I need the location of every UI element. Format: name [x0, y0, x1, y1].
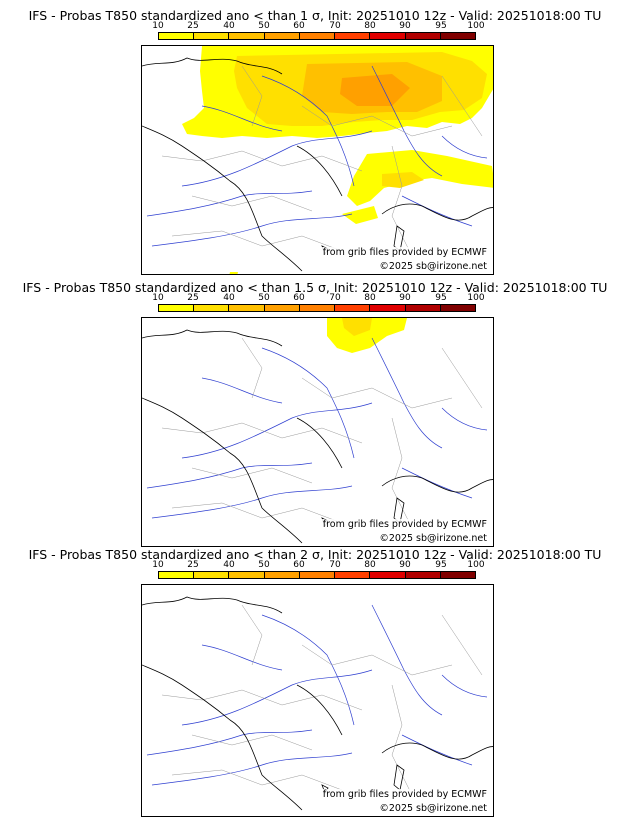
colorbar-tick: 40	[223, 293, 235, 303]
colorbar-tick: 25	[187, 560, 199, 570]
colorbar-tick: 95	[435, 560, 447, 570]
colorbar-tick: 10	[152, 293, 164, 303]
probability-colorbar	[158, 571, 476, 579]
colorbar-segment	[159, 305, 195, 311]
map-canvas	[142, 596, 493, 811]
colorbar-segment	[405, 572, 441, 578]
colorbar-tick: 25	[187, 21, 199, 31]
colorbar-segment	[194, 572, 230, 578]
probability-map: from grib files provided by ECMWF ©2025 …	[141, 317, 494, 547]
colorbar-tick: 50	[258, 293, 270, 303]
colorbar-tick: 90	[399, 21, 411, 31]
colorbar-segment	[264, 33, 300, 39]
colorbar-segment	[264, 572, 300, 578]
colorbar-segment	[159, 572, 195, 578]
colorbar-segment	[405, 33, 441, 39]
coastline	[142, 329, 493, 544]
panel-title: IFS - Probas T850 standardized ano < tha…	[28, 547, 602, 562]
source-credit: from grib files provided by ECMWF	[321, 247, 488, 258]
colorbar-segment	[370, 572, 406, 578]
colorbar-tick: 100	[467, 560, 485, 570]
map-canvas	[142, 46, 493, 274]
colorbar-segment	[335, 33, 371, 39]
probability-map: from grib files provided by ECMWF ©2025 …	[141, 45, 494, 275]
colorbar-tick: 60	[293, 21, 305, 31]
border-lines	[161, 65, 483, 257]
colorbar-segment	[299, 33, 336, 39]
colorbar-segment	[299, 305, 336, 311]
source-credit: from grib files provided by ECMWF	[321, 789, 488, 800]
probability-colorbar	[158, 32, 476, 40]
colorbar-tick: 50	[258, 560, 270, 570]
colorbar-segment	[229, 572, 265, 578]
colorbar-segment	[440, 305, 475, 311]
map-canvas	[142, 318, 493, 544]
panel-title: IFS - Probas T850 standardized ano < tha…	[28, 8, 602, 23]
colorbar-segment	[440, 33, 475, 39]
colorbar-tick: 95	[435, 293, 447, 303]
colorbar-tick-labels: 10 25 40 50 60 70 80 90 95 100	[152, 293, 484, 304]
colorbar-segment	[370, 305, 406, 311]
colorbar-tick: 100	[467, 293, 485, 303]
colorbar-segment	[264, 305, 300, 311]
colorbar-tick: 10	[152, 21, 164, 31]
colorbar-tick: 25	[187, 293, 199, 303]
colorbar-tick: 100	[467, 21, 485, 31]
source-credit: from grib files provided by ECMWF	[321, 519, 488, 530]
colorbar-tick: 70	[329, 293, 341, 303]
colorbar-tick: 90	[399, 560, 411, 570]
probability-map: from grib files provided by ECMWF ©2025 …	[141, 584, 494, 817]
colorbar-tick: 10	[152, 560, 164, 570]
colorbar-tick: 60	[293, 560, 305, 570]
map-panel-1sigma: IFS - Probas T850 standardized ano < tha…	[0, 8, 630, 278]
colorbar-tick: 60	[293, 293, 305, 303]
colorbar-segment	[229, 33, 265, 39]
colorbar-tick-labels: 10 25 40 50 60 70 80 90 95 100	[152, 560, 484, 571]
river-network	[146, 337, 488, 519]
colorbar-segment	[335, 572, 371, 578]
colorbar-segment	[335, 305, 371, 311]
colorbar-segment	[405, 305, 441, 311]
colorbar-tick: 80	[364, 560, 376, 570]
copyright-credit: ©2025 sb@irizone.net	[378, 261, 488, 272]
probability-colorbar	[158, 304, 476, 312]
colorbar-tick: 50	[258, 21, 270, 31]
probability-shading	[182, 46, 493, 274]
colorbar-tick: 40	[223, 560, 235, 570]
copyright-credit: ©2025 sb@irizone.net	[378, 803, 488, 814]
border-lines	[161, 337, 483, 529]
colorbar-segment	[159, 33, 195, 39]
colorbar-tick: 90	[399, 293, 411, 303]
colorbar-tick: 80	[364, 21, 376, 31]
colorbar-segment	[440, 572, 475, 578]
colorbar-tick: 80	[364, 293, 376, 303]
colorbar-segment	[299, 572, 336, 578]
colorbar-tick: 95	[435, 21, 447, 31]
colorbar-tick-labels: 10 25 40 50 60 70 80 90 95 100	[152, 21, 484, 32]
map-panel-2sigma: IFS - Probas T850 standardized ano < tha…	[0, 547, 630, 817]
colorbar-tick: 40	[223, 21, 235, 31]
copyright-credit: ©2025 sb@irizone.net	[378, 533, 488, 544]
map-panel-1-5sigma: IFS - Probas T850 standardized ano < tha…	[0, 280, 630, 550]
river-network	[146, 65, 488, 247]
border-lines	[161, 604, 483, 796]
colorbar-tick: 70	[329, 21, 341, 31]
colorbar-segment	[370, 33, 406, 39]
colorbar-segment	[194, 305, 230, 311]
river-network	[146, 604, 488, 786]
colorbar-tick: 70	[329, 560, 341, 570]
coastline	[142, 596, 493, 811]
colorbar-segment	[229, 305, 265, 311]
panel-title: IFS - Probas T850 standardized ano < tha…	[22, 280, 608, 295]
probability-shading	[327, 318, 407, 353]
colorbar-segment	[194, 33, 230, 39]
